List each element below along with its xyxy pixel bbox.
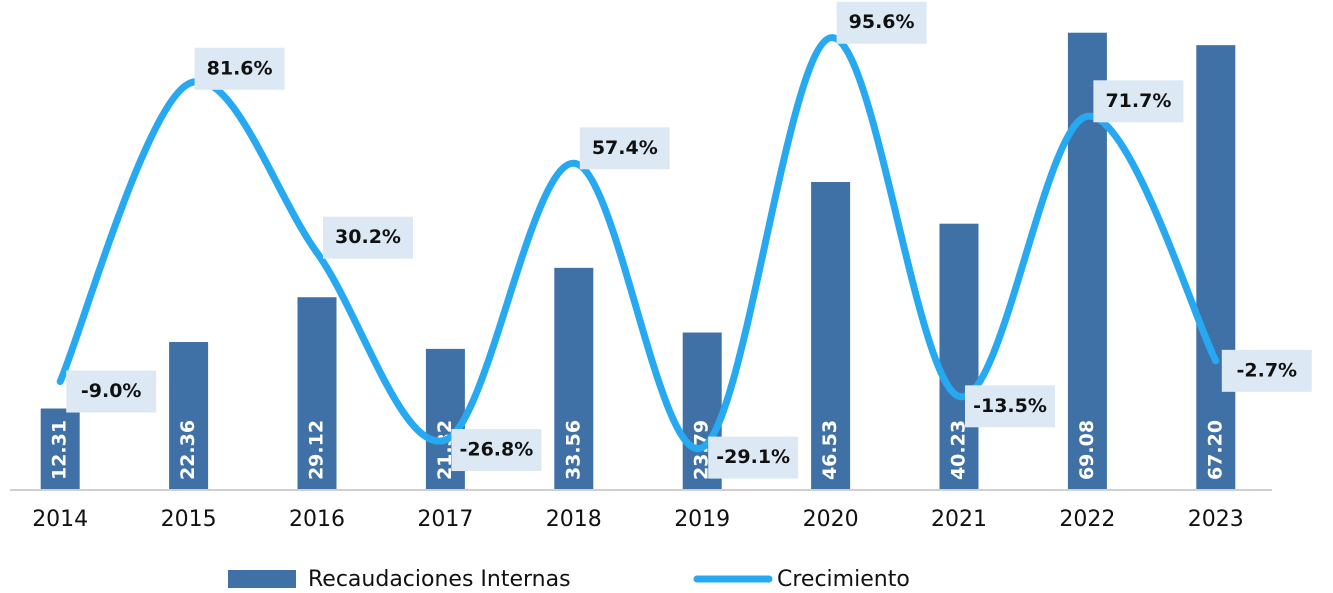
line: [56, 34, 1220, 452]
bar: [939, 223, 979, 491]
x-tick-label: 2020: [803, 507, 859, 532]
line-value-label: 81.6%: [207, 57, 273, 79]
line-value-label: 57.4%: [592, 137, 658, 159]
bar: [297, 297, 337, 490]
legend-swatch: [228, 570, 296, 588]
bar-value-label: 12.31: [49, 420, 71, 480]
legend-label: Recaudaciones Internas: [308, 567, 571, 592]
bar: [1196, 45, 1236, 490]
bar-value-label: 46.53: [819, 420, 841, 480]
line-value-label: 30.2%: [335, 226, 401, 248]
x-tick-label: 2021: [931, 507, 987, 532]
line-label-bg: [1093, 80, 1184, 123]
x-tick-label: 2017: [417, 507, 473, 532]
bar: [811, 181, 851, 491]
bar-value-label: 22.36: [177, 420, 199, 480]
bar-value-label: 29.12: [306, 420, 328, 480]
line-value-label: -2.7%: [1237, 359, 1298, 381]
line-label-bg: [194, 47, 285, 90]
line-label-bg: [836, 1, 927, 44]
x-tick-label: 2022: [1059, 507, 1115, 532]
bar-value-label: 67.20: [1204, 420, 1226, 480]
line-label-bg: [323, 216, 413, 259]
line-value-label: -29.1%: [716, 446, 790, 468]
bar: [40, 408, 80, 490]
bar: [554, 267, 594, 490]
line-label-bg: [579, 127, 670, 170]
x-tick-label: 2014: [32, 507, 88, 532]
x-tick-label: 2018: [546, 507, 602, 532]
x-tick-label: 2015: [161, 507, 217, 532]
bar-value-label: 40.23: [948, 420, 970, 480]
line-label-bg: [66, 370, 157, 413]
x-tick-label: 2019: [674, 507, 730, 532]
line-label-bg: [1221, 349, 1312, 392]
x-tick-label: 2023: [1188, 507, 1244, 532]
line-value-label: -26.8%: [459, 439, 533, 461]
line-label-bg: [451, 429, 542, 472]
bar-value-label: 33.56: [562, 420, 584, 480]
bar: [169, 341, 209, 490]
line-label-bg: [708, 436, 799, 479]
line-value-label: -13.5%: [973, 395, 1047, 417]
x-tick-label: 2016: [289, 507, 345, 532]
line-value-label: 95.6%: [849, 11, 915, 33]
line-value-label: 71.7%: [1105, 90, 1171, 112]
bar-value-label: 69.08: [1076, 420, 1098, 480]
legend-label: Crecimiento: [777, 567, 910, 592]
line-value-label: -9.0%: [81, 380, 142, 402]
line-label-bg: [965, 385, 1055, 428]
